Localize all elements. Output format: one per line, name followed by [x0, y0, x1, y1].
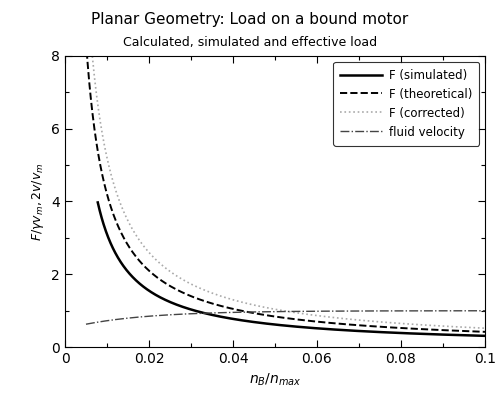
F (corrected) — [394, 321, 400, 326]
F (simulated) — [266, 322, 272, 326]
F (simulated) — [482, 334, 488, 338]
Y-axis label: $F/\gamma v_m, 2v/v_m$: $F/\gamma v_m, 2v/v_m$ — [30, 162, 46, 241]
Line: F (simulated): F (simulated) — [98, 202, 485, 336]
fluid velocity — [394, 308, 400, 313]
F (theoretical) — [258, 312, 264, 317]
F (corrected) — [357, 318, 363, 322]
F (theoretical) — [357, 323, 363, 328]
fluid velocity — [482, 308, 488, 313]
F (simulated) — [252, 320, 258, 324]
F (corrected) — [124, 216, 130, 221]
F (simulated) — [134, 279, 140, 284]
F (corrected) — [482, 326, 488, 331]
Line: fluid velocity: fluid velocity — [86, 311, 485, 324]
F (corrected) — [244, 301, 250, 306]
fluid velocity — [124, 316, 130, 321]
F (corrected) — [402, 321, 407, 326]
Line: F (corrected): F (corrected) — [86, 0, 485, 328]
F (simulated) — [360, 329, 366, 334]
F (simulated) — [396, 331, 402, 336]
Text: Calculated, simulated and effective load: Calculated, simulated and effective load — [123, 36, 377, 49]
fluid velocity — [357, 308, 363, 313]
fluid velocity — [83, 322, 89, 327]
X-axis label: $n_B/n_{max}$: $n_B/n_{max}$ — [248, 371, 302, 388]
Legend: F (simulated), F (theoretical), F (corrected), fluid velocity: F (simulated), F (theoretical), F (corre… — [333, 62, 479, 146]
F (simulated) — [95, 200, 101, 205]
fluid velocity — [244, 310, 250, 314]
F (theoretical) — [83, 39, 89, 44]
Text: Planar Geometry: Load on a bound motor: Planar Geometry: Load on a bound motor — [92, 12, 408, 27]
F (theoretical) — [394, 326, 400, 330]
F (theoretical) — [124, 241, 130, 245]
fluid velocity — [402, 308, 407, 313]
F (theoretical) — [402, 326, 407, 331]
Line: F (theoretical): F (theoretical) — [86, 41, 485, 332]
F (corrected) — [258, 304, 264, 309]
F (theoretical) — [244, 310, 250, 314]
F (theoretical) — [482, 330, 488, 334]
F (simulated) — [404, 331, 409, 336]
fluid velocity — [258, 309, 264, 314]
